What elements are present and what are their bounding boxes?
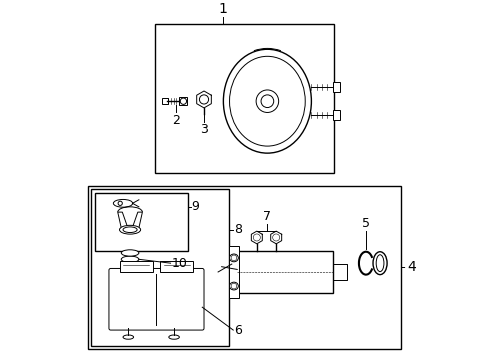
- Circle shape: [199, 95, 208, 104]
- Text: 8: 8: [233, 223, 242, 236]
- Circle shape: [180, 98, 186, 104]
- Text: 2: 2: [172, 113, 180, 126]
- Bar: [119, 261, 153, 272]
- Text: 7: 7: [262, 210, 270, 223]
- Bar: [162, 98, 167, 104]
- Circle shape: [261, 95, 273, 108]
- Text: 10: 10: [171, 257, 187, 270]
- Ellipse shape: [113, 199, 132, 207]
- Circle shape: [231, 283, 236, 289]
- Bar: [228, 246, 239, 298]
- Circle shape: [253, 234, 260, 241]
- Ellipse shape: [121, 262, 139, 269]
- Bar: [237, 251, 332, 293]
- Ellipse shape: [229, 282, 238, 290]
- Polygon shape: [118, 212, 142, 228]
- Ellipse shape: [229, 56, 305, 146]
- Bar: [332, 82, 339, 92]
- Ellipse shape: [123, 227, 137, 233]
- Text: 5: 5: [361, 217, 369, 230]
- Text: 1: 1: [219, 2, 227, 15]
- Bar: [160, 261, 193, 272]
- Text: 9: 9: [191, 200, 199, 213]
- Ellipse shape: [121, 256, 139, 262]
- Ellipse shape: [168, 335, 179, 339]
- Ellipse shape: [372, 252, 386, 275]
- Text: 6: 6: [234, 324, 242, 337]
- Ellipse shape: [123, 335, 133, 339]
- Bar: [88, 186, 400, 350]
- Circle shape: [272, 234, 279, 241]
- Circle shape: [118, 201, 122, 206]
- Circle shape: [231, 255, 236, 261]
- Ellipse shape: [223, 49, 311, 153]
- Ellipse shape: [121, 250, 139, 256]
- Bar: [332, 111, 339, 120]
- Circle shape: [256, 90, 278, 112]
- Ellipse shape: [375, 255, 383, 272]
- Ellipse shape: [119, 225, 141, 234]
- Ellipse shape: [229, 254, 238, 262]
- Bar: [154, 24, 334, 174]
- Bar: [179, 97, 187, 105]
- FancyBboxPatch shape: [109, 269, 203, 330]
- Bar: [91, 189, 228, 346]
- Text: 4: 4: [407, 260, 415, 274]
- Text: 3: 3: [200, 123, 207, 136]
- Bar: [95, 193, 188, 251]
